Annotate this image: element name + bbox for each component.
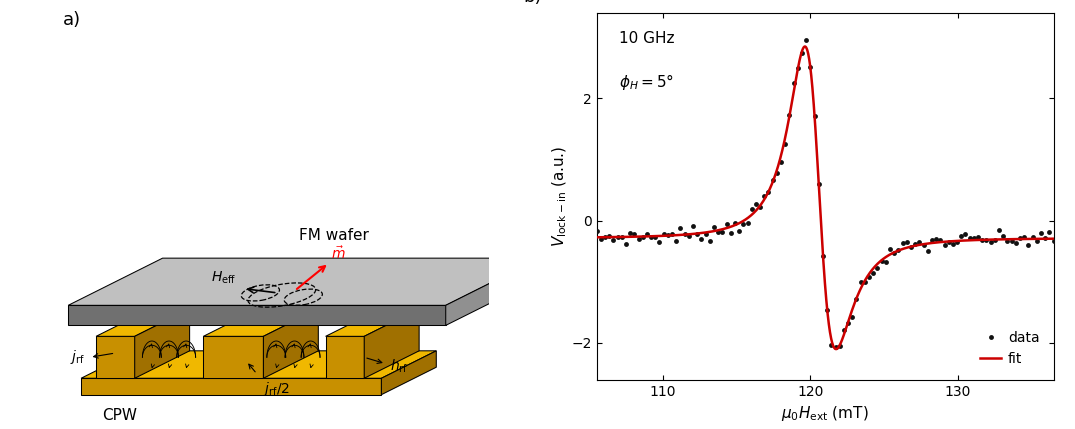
fit — [1034, 236, 1047, 242]
data — [725, 231, 737, 236]
Polygon shape — [96, 309, 189, 336]
fit — [614, 234, 627, 239]
Polygon shape — [364, 309, 419, 378]
Polygon shape — [96, 336, 134, 378]
fit — [1047, 236, 1060, 241]
Polygon shape — [134, 309, 189, 378]
Text: a): a) — [63, 11, 82, 29]
fit — [590, 235, 603, 240]
Polygon shape — [68, 258, 540, 305]
data — [800, 37, 813, 42]
fit — [950, 239, 963, 244]
data — [804, 64, 817, 69]
data — [590, 228, 603, 233]
data — [1047, 238, 1060, 243]
Polygon shape — [68, 305, 446, 325]
Polygon shape — [326, 309, 419, 336]
fit — [813, 187, 826, 192]
Y-axis label: $V_\mathrm{lock-in}$ (a.u.): $V_\mathrm{lock-in}$ (a.u.) — [550, 145, 569, 247]
Polygon shape — [263, 309, 318, 378]
data — [829, 344, 842, 350]
fit — [830, 347, 843, 352]
Polygon shape — [81, 351, 436, 378]
Polygon shape — [203, 336, 263, 378]
Text: $j_\mathrm{rf}/2$: $j_\mathrm{rf}/2$ — [263, 381, 290, 399]
data — [1043, 230, 1056, 235]
Text: $\phi_H = 5°$: $\phi_H = 5°$ — [619, 72, 675, 91]
Legend: data, fit: data, fit — [973, 324, 1047, 373]
Polygon shape — [203, 309, 318, 336]
Line: fit: fit — [597, 46, 1054, 349]
Polygon shape — [326, 336, 364, 378]
Text: FM wafer: FM wafer — [299, 228, 369, 243]
Text: $\vec{m}$: $\vec{m}$ — [331, 245, 346, 262]
fit — [799, 44, 812, 49]
Text: $j_\mathrm{rf}$: $j_\mathrm{rf}$ — [70, 348, 85, 366]
Line: data: data — [594, 37, 1056, 350]
Polygon shape — [382, 351, 436, 395]
Text: CPW: CPW — [102, 408, 138, 423]
fit — [1034, 236, 1047, 242]
data — [817, 253, 830, 258]
fit — [801, 46, 814, 51]
Text: 10 GHz: 10 GHz — [619, 31, 675, 46]
Polygon shape — [81, 378, 382, 395]
data — [921, 248, 934, 253]
Text: b): b) — [524, 0, 542, 6]
Text: $h_\mathrm{rf}$: $h_\mathrm{rf}$ — [390, 357, 408, 375]
Text: $H_\mathrm{eff}$: $H_\mathrm{eff}$ — [212, 269, 236, 286]
X-axis label: $\mu_0 H_\mathrm{ext}$ (mT): $\mu_0 H_\mathrm{ext}$ (mT) — [782, 404, 869, 423]
Polygon shape — [446, 258, 540, 325]
data — [1027, 234, 1040, 239]
